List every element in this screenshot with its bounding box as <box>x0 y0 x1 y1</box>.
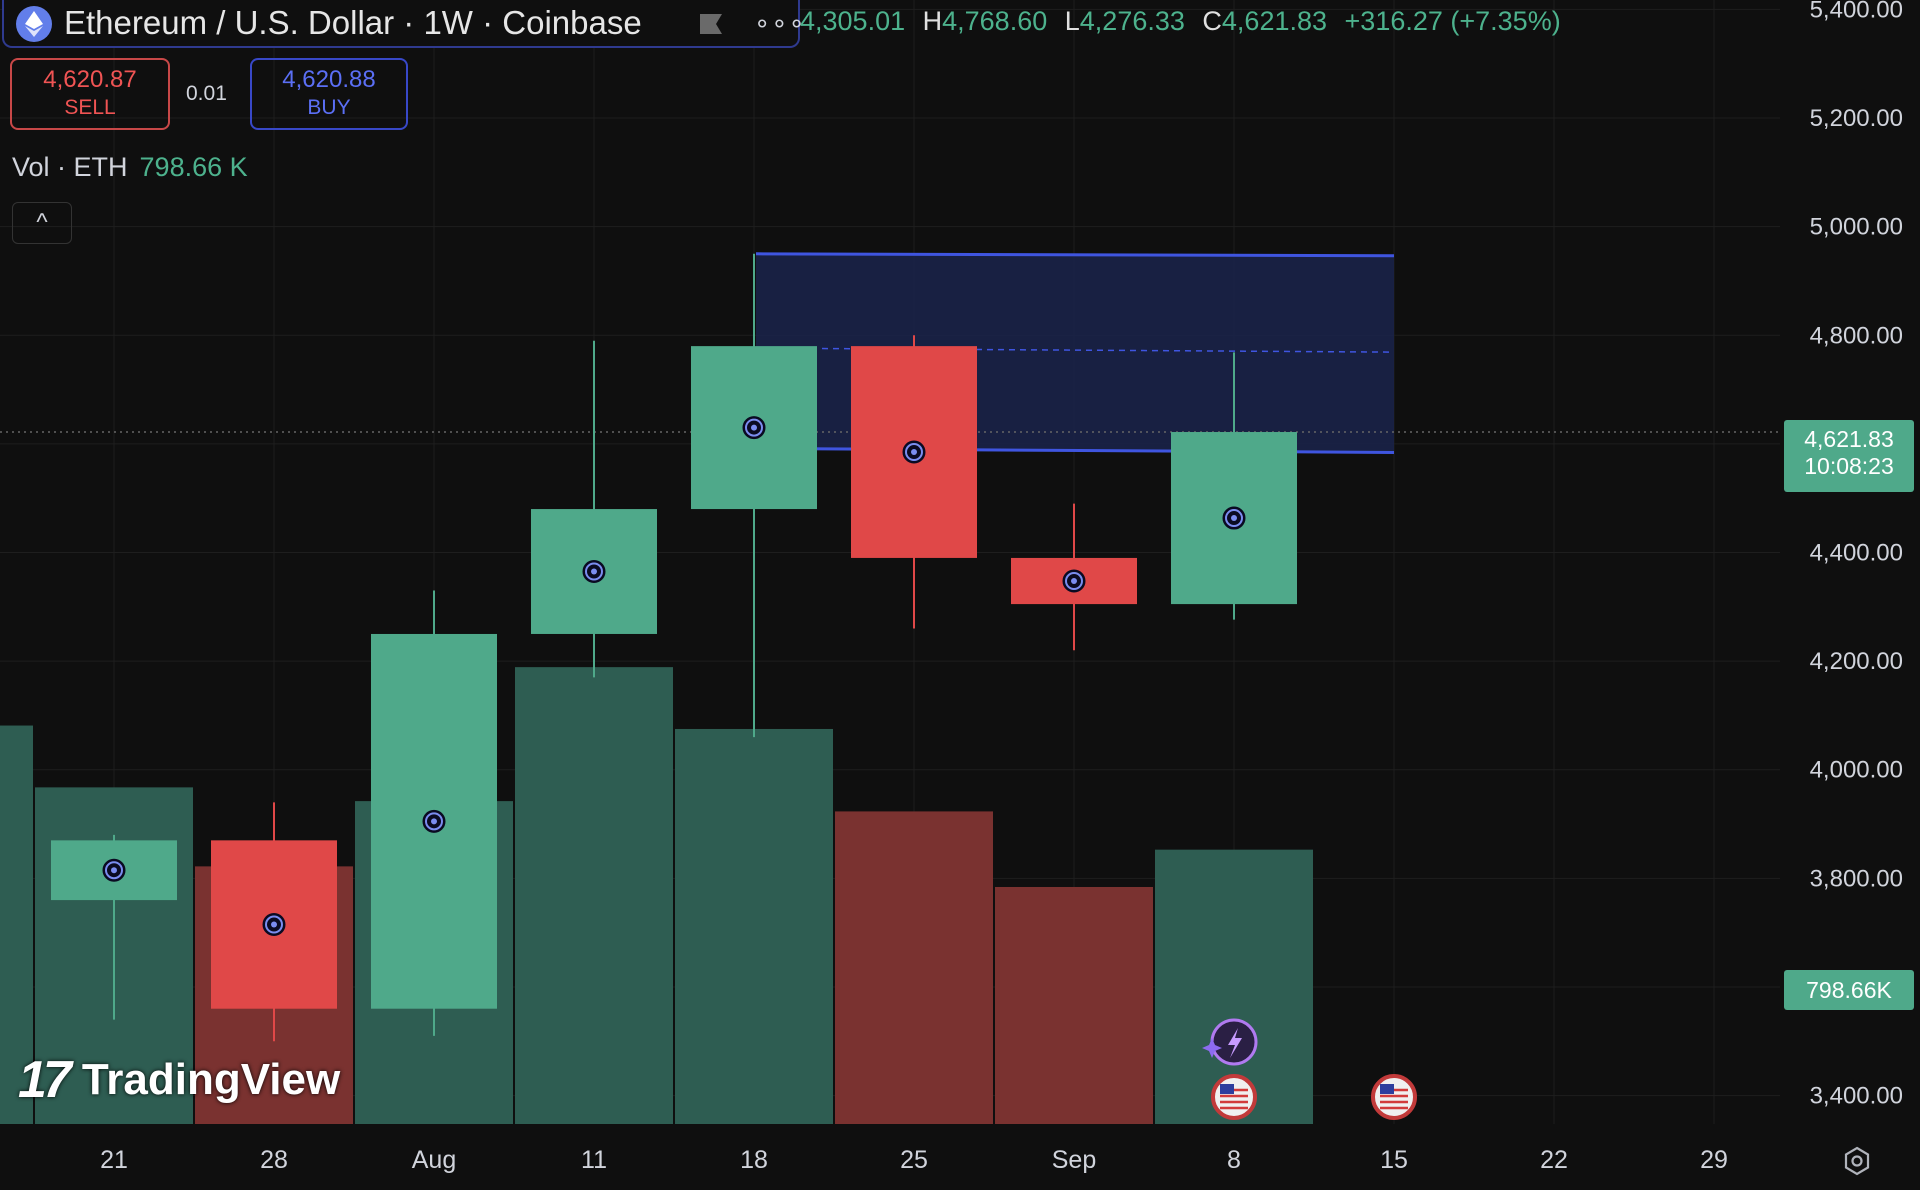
y-tick-label: 4,800.00 <box>1810 322 1903 349</box>
close-value: 4,621.83 <box>1221 6 1328 36</box>
change-value: +316.27 (+7.35%) <box>1344 6 1561 36</box>
high-label: H <box>922 6 943 36</box>
zone-top-line <box>755 252 1395 258</box>
zone-mid-line <box>755 347 1395 353</box>
y-tick-label: 4,000.00 <box>1810 757 1903 784</box>
candle-marker-dot <box>271 921 277 928</box>
volume-bar <box>0 725 33 1124</box>
volume-legend: Vol · ETH 798.66 K <box>12 152 248 183</box>
x-tick-label: Aug <box>412 1146 456 1174</box>
low-label: L <box>1064 6 1080 36</box>
x-tick-label: 8 <box>1227 1146 1241 1174</box>
candle-marker-dot <box>1231 515 1237 522</box>
y-tick-label: 5,400.00 <box>1810 0 1903 23</box>
sell-price: 4,620.87 <box>43 66 137 93</box>
lightning-icon <box>1228 1028 1242 1058</box>
y-tick-label: 4,400.00 <box>1810 540 1903 567</box>
low-value: 4,276.33 <box>1079 6 1185 36</box>
buy-button[interactable]: 4,620.88 BUY <box>250 58 408 130</box>
spread-value: 0.01 <box>186 82 227 105</box>
candle <box>371 590 497 1036</box>
candle-countdown: 10:08:23 <box>1804 453 1894 479</box>
candle-marker-dot <box>111 867 117 874</box>
candle <box>1171 352 1297 620</box>
sell-label: SELL <box>64 96 116 119</box>
ohlc-legend: 4,305.01 H4,768.60 L4,276.33 C4,621.83 +… <box>800 6 1561 37</box>
flag-icon[interactable] <box>698 12 726 36</box>
y-axis: 5,400.00 5,200.00 5,000.00 4,800.00 4,400.00… <box>1810 0 1903 1110</box>
sell-button[interactable]: 4,620.87 SELL <box>10 58 170 130</box>
candle-marker-ring <box>425 812 443 831</box>
candle <box>211 802 337 1042</box>
x-tick-label: 11 <box>581 1146 607 1174</box>
volume-bar <box>995 886 1153 1124</box>
more-options-icon[interactable]: ∘∘∘ <box>754 8 806 38</box>
y-tick-label: 5,200.00 <box>1810 105 1903 132</box>
candle-marker-dot <box>1071 578 1077 585</box>
y-tick-label: 4,200.00 <box>1810 648 1903 675</box>
volume-value: 798.66 K <box>139 152 248 182</box>
candle-marker-ring <box>1225 509 1243 528</box>
x-tick-label: 15 <box>1380 1146 1408 1174</box>
volume-bar <box>675 728 833 1124</box>
candle-marker-dot <box>591 568 597 575</box>
candle-marker-dot <box>751 424 757 431</box>
candle <box>851 335 977 629</box>
x-tick-label: 21 <box>100 1146 128 1174</box>
event-markers <box>1202 1018 1417 1120</box>
open-value: 4,305.01 <box>800 6 906 36</box>
collapse-legend-button[interactable]: ^ <box>12 202 72 244</box>
tradingview-mark: 17 <box>18 1051 72 1109</box>
ethereum-icon <box>16 6 52 42</box>
tradingview-logo[interactable]: 17 TradingView <box>18 1050 340 1110</box>
candle-marker-ring <box>905 443 923 462</box>
candle-marker-ring <box>585 562 603 581</box>
x-tick-label: Sep <box>1052 1146 1096 1174</box>
current-price-tag: 4,621.83 10:08:23 <box>1784 420 1914 492</box>
candle <box>1011 503 1137 651</box>
x-tick-label: 25 <box>900 1146 928 1174</box>
y-tick-label: 5,000.00 <box>1810 214 1903 241</box>
y-tick-label: 3,400.00 <box>1810 1083 1903 1110</box>
symbol-header[interactable]: Ethereum / U.S. Dollar · 1W · Coinbase ∘… <box>2 0 805 48</box>
x-tick-label: 28 <box>260 1146 288 1174</box>
candle-marker-dot <box>911 449 917 456</box>
candle-marker-ring <box>1065 572 1083 591</box>
candle <box>531 340 657 678</box>
candle-marker-ring <box>105 861 123 880</box>
candle <box>691 253 817 738</box>
symbol-title: Ethereum / U.S. Dollar · 1W · Coinbase <box>64 4 642 41</box>
candle-marker-ring <box>745 418 763 437</box>
volume-label: Vol · ETH <box>12 152 128 182</box>
tradingview-text: TradingView <box>81 1055 341 1104</box>
flag-canton <box>1220 1084 1234 1094</box>
current-price: 4,621.83 <box>1804 426 1894 452</box>
candles <box>51 253 1297 1042</box>
sparkle-icon <box>1202 1038 1222 1058</box>
x-tick-label: 18 <box>740 1146 768 1174</box>
buy-price: 4,620.88 <box>282 66 376 93</box>
candle-marker-dot <box>431 818 437 825</box>
x-tick-label: 22 <box>1540 1146 1568 1174</box>
buy-label: BUY <box>307 96 351 119</box>
x-tick-label: 29 <box>1700 1146 1728 1174</box>
flag-canton <box>1380 1084 1394 1094</box>
volume-bar <box>835 811 993 1124</box>
settings-icon[interactable] <box>1841 1145 1873 1177</box>
high-value: 4,768.60 <box>942 6 1048 36</box>
x-axis: 21 28 Aug 11 18 25 Sep 8 15 22 29 <box>100 1146 1728 1174</box>
candle <box>51 834 177 1020</box>
close-label: C <box>1202 6 1222 36</box>
y-tick-label: 3,800.00 <box>1810 865 1903 892</box>
volume-price-tag: 798.66K <box>1784 970 1914 1010</box>
volume-bar <box>515 667 673 1124</box>
candle-marker-ring <box>265 915 283 934</box>
